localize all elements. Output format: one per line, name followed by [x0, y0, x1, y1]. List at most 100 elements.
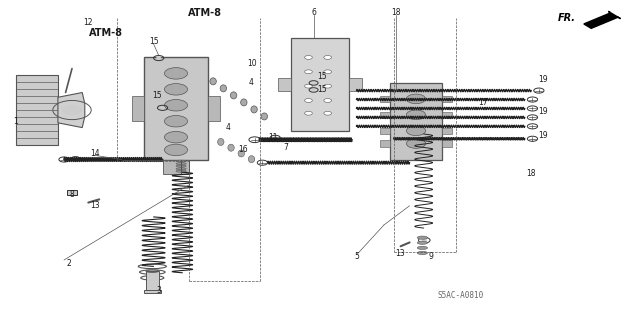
Circle shape	[324, 56, 332, 59]
Text: 15: 15	[317, 85, 327, 94]
Circle shape	[305, 56, 312, 59]
Bar	[17, 75, 58, 82]
Text: ATM-8: ATM-8	[188, 8, 222, 18]
Bar	[442, 96, 452, 102]
Text: 15: 15	[152, 91, 162, 100]
Bar	[390, 83, 442, 160]
Bar	[208, 96, 220, 121]
Bar	[17, 131, 58, 138]
Circle shape	[422, 239, 427, 241]
Text: 15: 15	[148, 37, 159, 46]
Ellipse shape	[261, 113, 268, 120]
Bar	[278, 78, 291, 91]
Ellipse shape	[230, 92, 237, 99]
Text: 16: 16	[238, 145, 248, 154]
Bar	[67, 190, 77, 195]
Bar	[144, 57, 208, 160]
Bar	[17, 117, 58, 124]
Circle shape	[324, 111, 332, 115]
Circle shape	[406, 139, 426, 148]
Text: 19: 19	[538, 107, 548, 116]
Text: 10: 10	[246, 59, 257, 68]
FancyArrow shape	[584, 11, 621, 28]
Ellipse shape	[417, 241, 428, 244]
Circle shape	[406, 126, 426, 136]
Bar	[17, 103, 58, 110]
Ellipse shape	[220, 85, 227, 92]
Ellipse shape	[176, 170, 186, 172]
Circle shape	[324, 70, 332, 74]
Circle shape	[305, 70, 312, 74]
Bar	[17, 89, 58, 96]
Text: 13: 13	[395, 249, 405, 258]
Text: 4: 4	[249, 78, 254, 87]
Circle shape	[324, 99, 332, 102]
Circle shape	[324, 84, 332, 88]
Polygon shape	[58, 93, 85, 128]
Bar	[349, 78, 362, 91]
Bar	[442, 128, 452, 134]
Circle shape	[74, 158, 77, 160]
Bar	[17, 82, 58, 89]
Circle shape	[164, 144, 188, 156]
Text: 3: 3	[156, 286, 161, 295]
Ellipse shape	[417, 246, 428, 249]
Ellipse shape	[218, 138, 224, 145]
Circle shape	[164, 131, 188, 143]
Bar	[442, 112, 452, 118]
Circle shape	[406, 110, 426, 120]
Bar	[132, 96, 144, 121]
Bar	[380, 128, 390, 134]
Ellipse shape	[251, 106, 257, 113]
Circle shape	[312, 82, 316, 84]
Circle shape	[273, 137, 278, 139]
Bar	[380, 140, 390, 147]
Text: 14: 14	[90, 149, 100, 158]
Text: 19: 19	[538, 131, 548, 140]
Bar	[17, 124, 58, 131]
Bar	[17, 96, 58, 103]
Ellipse shape	[176, 168, 186, 170]
Text: 6: 6	[311, 8, 316, 17]
Text: 18: 18	[391, 8, 400, 17]
Ellipse shape	[248, 156, 255, 163]
Ellipse shape	[228, 144, 234, 151]
Ellipse shape	[238, 150, 244, 157]
Text: 19: 19	[538, 75, 548, 84]
Text: 17: 17	[478, 98, 488, 107]
Circle shape	[305, 111, 312, 115]
Bar	[17, 138, 58, 145]
Bar	[17, 110, 58, 117]
Text: S5AC-A0810: S5AC-A0810	[438, 291, 484, 300]
Text: 15: 15	[317, 72, 327, 81]
Ellipse shape	[417, 251, 428, 255]
Bar	[291, 38, 349, 131]
Bar	[442, 140, 452, 147]
Text: 4: 4	[226, 123, 231, 132]
Bar	[163, 160, 189, 174]
Ellipse shape	[417, 236, 428, 239]
Text: 7: 7	[284, 143, 289, 152]
Circle shape	[312, 89, 316, 91]
Circle shape	[406, 94, 426, 104]
Bar	[146, 271, 159, 290]
Circle shape	[305, 99, 312, 102]
Circle shape	[164, 100, 188, 111]
Bar	[380, 112, 390, 118]
Ellipse shape	[176, 163, 186, 165]
Circle shape	[305, 84, 312, 88]
Ellipse shape	[176, 160, 186, 162]
Circle shape	[164, 84, 188, 95]
Text: FR.: FR.	[558, 12, 576, 23]
Text: 13: 13	[90, 201, 100, 210]
Text: 18: 18	[527, 169, 536, 178]
Circle shape	[164, 68, 188, 79]
Text: ATM-8: ATM-8	[88, 28, 123, 39]
Ellipse shape	[210, 78, 216, 85]
Text: 11: 11	[269, 133, 278, 142]
Circle shape	[160, 107, 165, 109]
Ellipse shape	[241, 99, 247, 106]
Circle shape	[164, 115, 188, 127]
Text: 9: 9	[428, 252, 433, 261]
Text: 12: 12	[84, 18, 93, 27]
